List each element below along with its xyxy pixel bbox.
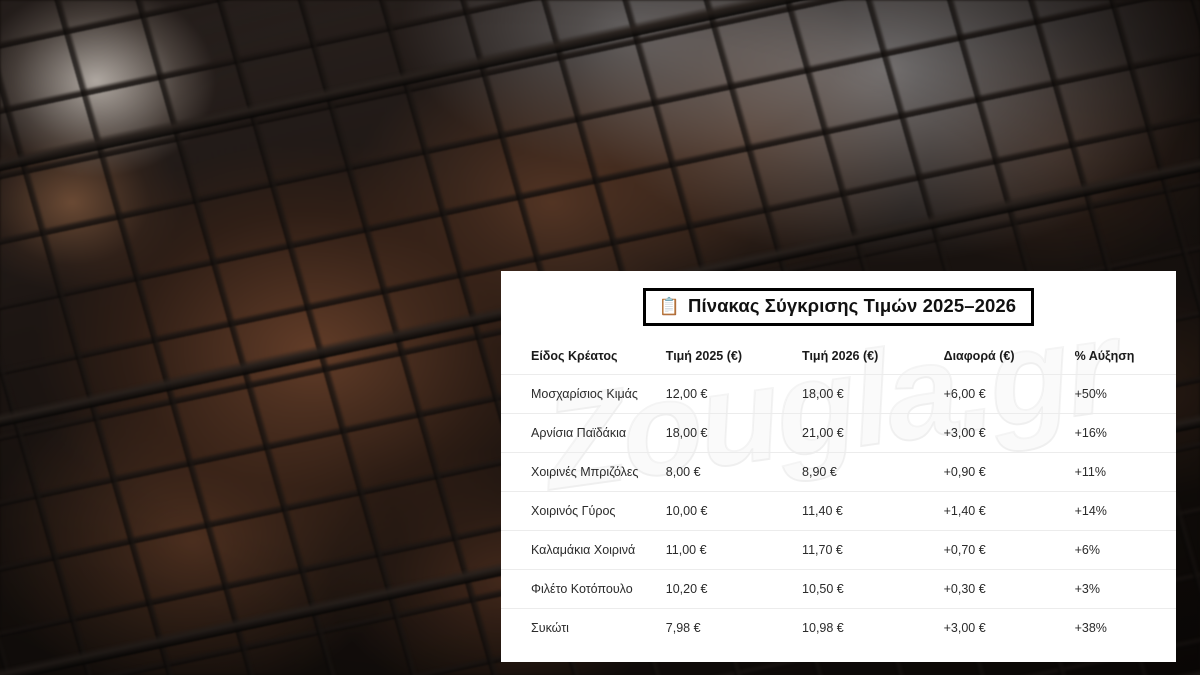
column-header-price-2026: Τιμή 2026 (€) [802,349,879,364]
clipboard-icon: 📋 [658,296,680,316]
table-header: Είδος Κρέατος Τιμή 2025 (€) Τιμή 2026 (€… [501,348,1176,374]
page-title: Πίνακας Σύγκρισης Τιμών 2025–2026 [688,295,1017,316]
panel-title-box: 📋 Πίνακας Σύγκρισης Τιμών 2025–2026 [642,288,1035,326]
cell-difference: +0,90 € [943,464,986,479]
cell-item: Φιλέτο Κοτόπουλο [531,581,633,596]
cell-increase-pct: +50% [1074,386,1107,401]
price-comparison-table: Είδος Κρέατος Τιμή 2025 (€) Τιμή 2026 (€… [501,348,1176,647]
cell-difference: +0,30 € [943,581,986,596]
cell-price-2025: 18,00 € [665,425,708,440]
cell-price-2025: 12,00 € [665,386,708,401]
cell-item: Αρνίσια Παϊδάκια [531,425,627,440]
cell-increase-pct: +38% [1074,620,1107,635]
column-header-price-2025: Τιμή 2025 (€) [665,349,742,364]
cell-increase-pct: +3% [1074,581,1100,596]
table-row: Χοιρινές Μπριζόλες 8,00 € 8,90 € +0,90 €… [501,452,1176,491]
cell-increase-pct: +11% [1074,464,1106,479]
cell-price-2025: 11,00 € [665,542,707,557]
cell-item: Καλαμάκια Χοιρινά [531,542,636,557]
column-header-difference: Διαφορά (€) [943,349,1015,364]
cell-increase-pct: +14% [1074,503,1107,518]
table-row: Μοσχαρίσιος Κιμάς 12,00 € 18,00 € +6,00 … [501,374,1176,413]
cell-price-2026: 10,50 € [802,581,844,596]
cell-price-2026: 8,90 € [802,464,837,479]
table-row: Αρνίσια Παϊδάκια 18,00 € 21,00 € +3,00 €… [501,413,1176,452]
cell-price-2026: 21,00 € [802,425,844,440]
cell-item: Χοιρινές Μπριζόλες [531,464,639,479]
cell-difference: +3,00 € [943,425,986,440]
cell-item: Μοσχαρίσιος Κιμάς [531,386,638,401]
cell-price-2026: 11,70 € [802,542,843,557]
cell-price-2026: 10,98 € [802,620,844,635]
cell-item: Συκώτι [531,620,569,635]
cell-price-2025: 7,98 € [665,620,701,635]
cell-price-2025: 10,00 € [665,503,708,518]
table-row: Χοιρινός Γύρος 10,00 € 11,40 € +1,40 € +… [501,491,1176,530]
price-comparison-panel: Zougla.gr 📋 Πίνακας Σύγκρισης Τιμών 2025… [501,271,1176,662]
panel-title-row: 📋 Πίνακας Σύγκρισης Τιμών 2025–2026 [501,271,1176,326]
cell-price-2025: 10,20 € [665,581,708,596]
table-header-row: Είδος Κρέατος Τιμή 2025 (€) Τιμή 2026 (€… [501,348,1176,374]
cell-item: Χοιρινός Γύρος [531,503,616,518]
cell-price-2026: 18,00 € [802,386,844,401]
table-body: Μοσχαρίσιος Κιμάς 12,00 € 18,00 € +6,00 … [501,374,1176,647]
cell-increase-pct: +6% [1074,542,1100,557]
table-row: Καλαμάκια Χοιρινά 11,00 € 11,70 € +0,70 … [501,530,1176,569]
table-row: Φιλέτο Κοτόπουλο 10,20 € 10,50 € +0,30 €… [501,569,1176,608]
cell-difference: +6,00 € [943,386,986,401]
cell-price-2026: 11,40 € [802,503,843,518]
cell-difference: +3,00 € [943,620,986,635]
column-header-increase-pct: % Αύξηση [1074,349,1135,364]
table-row: Συκώτι 7,98 € 10,98 € +3,00 € +38% [501,608,1176,647]
cell-increase-pct: +16% [1074,425,1107,440]
cell-difference: +1,40 € [943,503,986,518]
cell-price-2025: 8,00 € [665,464,701,479]
cell-difference: +0,70 € [943,542,986,557]
column-header-item: Είδος Κρέατος [531,349,618,364]
